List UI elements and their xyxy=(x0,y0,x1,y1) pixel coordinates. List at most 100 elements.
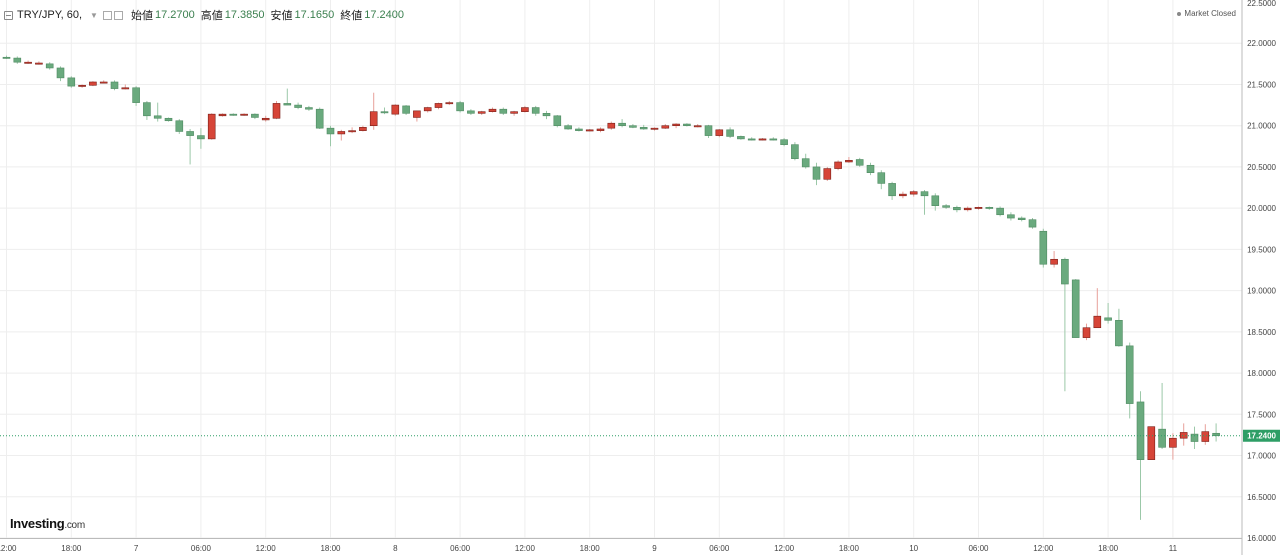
candle xyxy=(1201,424,1210,445)
candle-body xyxy=(1007,214,1015,219)
candle xyxy=(985,206,994,210)
candle xyxy=(67,76,76,88)
candle-body xyxy=(683,123,691,126)
candle-body xyxy=(132,87,140,103)
settings-icon[interactable] xyxy=(102,10,112,20)
symbol-label[interactable]: TRY/JPY, 60, xyxy=(17,9,83,21)
candle xyxy=(661,124,670,129)
candle xyxy=(877,170,886,190)
candle xyxy=(229,113,238,116)
candle-body xyxy=(963,207,972,211)
candle-body xyxy=(791,144,799,159)
candle xyxy=(35,61,43,65)
candle-body xyxy=(693,125,702,128)
price-tick-label: 19.0000 xyxy=(1247,287,1276,296)
open-value: 17.2700 xyxy=(154,9,195,21)
candle-body xyxy=(56,67,65,79)
candle-body xyxy=(1190,433,1199,442)
candle-body xyxy=(477,111,486,114)
collapse-icon[interactable] xyxy=(4,10,13,20)
candle xyxy=(45,62,54,70)
candle xyxy=(413,110,421,122)
high-value: 17.3850 xyxy=(224,9,265,21)
candle-body xyxy=(218,113,227,117)
candle-body xyxy=(229,113,238,116)
candle-body xyxy=(121,87,130,90)
time-tick-label: 18:00 xyxy=(580,544,601,553)
candle xyxy=(629,124,637,129)
candle-body xyxy=(931,195,940,206)
candle-body xyxy=(1050,258,1058,265)
candle-body xyxy=(1093,315,1102,329)
candle-body xyxy=(186,131,194,136)
open-label: 始値 xyxy=(130,10,153,22)
candle-body xyxy=(283,103,292,106)
candle xyxy=(1050,251,1058,268)
high-label: 高値 xyxy=(200,10,223,22)
candle-body xyxy=(1104,317,1112,321)
candle-body xyxy=(197,135,205,140)
candle-body xyxy=(575,128,583,131)
time-tick-label: 18:00 xyxy=(839,544,860,553)
candle-body xyxy=(240,113,248,116)
candle-body xyxy=(13,57,22,63)
brand-name: Investing xyxy=(10,516,65,531)
price-tick-label: 21.0000 xyxy=(1247,122,1276,131)
candle xyxy=(747,137,756,141)
candle-body xyxy=(1125,345,1134,404)
candle xyxy=(218,113,227,117)
candle xyxy=(207,113,216,140)
price-tick-label: 17.5000 xyxy=(1247,410,1276,419)
candle-body xyxy=(704,125,713,136)
candle-body xyxy=(780,139,788,145)
visibility-icon[interactable] xyxy=(113,10,123,20)
candle xyxy=(683,123,691,127)
candle-body xyxy=(380,111,389,114)
candle-body xyxy=(1158,428,1166,448)
price-tick-label: 22.0000 xyxy=(1247,39,1276,48)
candle-body xyxy=(769,138,778,141)
candle xyxy=(251,113,259,120)
price-tick-label: 17.0000 xyxy=(1247,452,1276,461)
candle xyxy=(315,107,324,129)
candle xyxy=(380,107,389,115)
candle-body xyxy=(823,168,832,180)
candle-body xyxy=(1136,401,1145,460)
candle-body xyxy=(391,104,400,115)
candle-body xyxy=(175,120,184,132)
candle xyxy=(812,162,821,186)
time-tick-label: 10 xyxy=(909,544,918,553)
candle xyxy=(1039,228,1048,268)
candle xyxy=(1190,426,1199,449)
time-tick-label: 12:00 xyxy=(515,544,536,553)
candle xyxy=(521,105,529,113)
candle xyxy=(121,84,130,90)
candle xyxy=(963,206,972,212)
candle-body xyxy=(423,107,432,112)
candle-body xyxy=(1147,426,1156,460)
candle xyxy=(294,102,302,110)
candle xyxy=(13,56,22,64)
market-status: Market Closed xyxy=(1177,9,1236,18)
candle-body xyxy=(737,136,745,140)
candle-body xyxy=(359,127,367,131)
status-dot-icon xyxy=(1177,11,1182,16)
candle-body xyxy=(207,113,216,140)
candle xyxy=(801,153,810,169)
candle xyxy=(153,102,162,122)
candle xyxy=(791,142,799,161)
candle-body xyxy=(1082,327,1091,338)
chevron-down-icon[interactable]: ▼ xyxy=(90,10,98,20)
candle xyxy=(1115,308,1123,347)
candle xyxy=(769,137,778,141)
candle-body xyxy=(1115,320,1123,347)
candle-body xyxy=(553,115,562,126)
brand-logo: Investing.com xyxy=(10,516,85,531)
candle xyxy=(974,206,983,210)
candle-body xyxy=(35,62,43,65)
candle xyxy=(359,125,367,132)
candle xyxy=(1028,218,1037,229)
price-tick-label: 16.0000 xyxy=(1247,534,1276,543)
candle-body xyxy=(445,102,454,105)
